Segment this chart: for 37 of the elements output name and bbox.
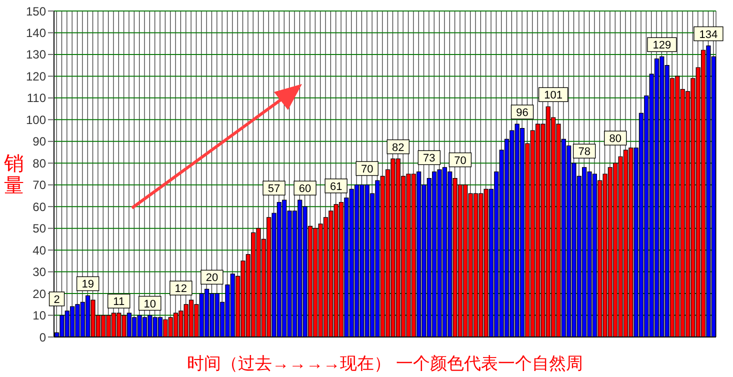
y-tick-label: 70 [32,178,46,192]
data-label: 82 [392,142,404,154]
data-label: 80 [609,133,622,146]
y-tick-label: 120 [26,69,46,84]
data-label: 12 [174,283,188,296]
data-label: 78 [578,146,590,158]
data-label: 73 [423,152,436,165]
data-label: 61 [330,180,342,193]
y-tick-label: 100 [26,112,46,127]
y-tick-label: 50 [32,222,46,236]
y-tick-label: 90 [32,134,46,149]
y-tick-label: 150 [26,4,46,18]
data-label: 70 [360,164,374,176]
y-tick-label: 20 [32,286,46,301]
y-axis-title: 销量 [3,153,24,197]
data-label: 101 [544,90,562,102]
x-axis-title: 时间（过去→→→→现在） 一个颜色代表一个自然周 [187,354,583,373]
data-label: 20 [206,272,218,284]
y-tick-label: 30 [32,265,46,280]
data-label: 10 [144,298,156,310]
y-tick-label: 130 [26,48,46,62]
data-label: 70 [454,154,466,167]
y-tick-label: 10 [32,308,46,323]
data-label: 134 [699,28,718,41]
data-label: 19 [82,278,94,291]
y-tick-label: 80 [32,156,46,170]
y-tick-label: 60 [32,200,46,214]
data-label: 57 [268,183,280,196]
y-tick-label: 140 [26,26,46,40]
data-label: 2 [54,294,60,306]
y-tick-label: 0 [39,330,46,344]
data-label: 129 [652,40,672,52]
data-label: 60 [298,183,312,196]
data-label: 96 [516,107,528,120]
y-tick-label: 110 [26,91,46,106]
y-tick-label: 40 [32,243,46,258]
data-label: 11 [113,296,125,308]
